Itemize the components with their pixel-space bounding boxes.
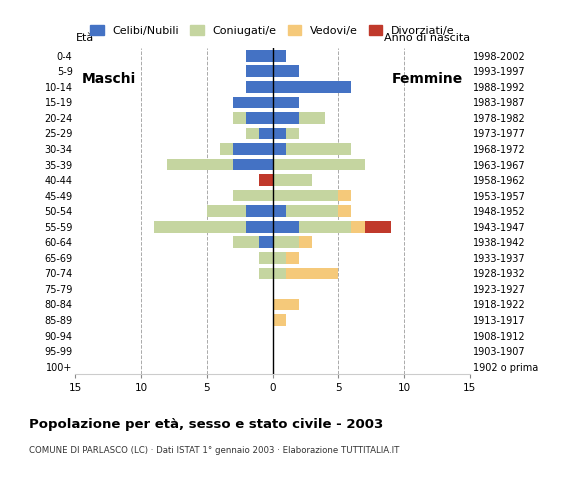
Bar bbox=[273, 237, 299, 248]
Bar bbox=[220, 143, 233, 155]
Bar bbox=[273, 190, 338, 202]
Text: COMUNE DI PARLASCO (LC) · Dati ISTAT 1° gennaio 2003 · Elaborazione TUTTITALIA.I: COMUNE DI PARLASCO (LC) · Dati ISTAT 1° … bbox=[29, 446, 400, 456]
Bar bbox=[259, 174, 273, 186]
Bar bbox=[259, 128, 273, 139]
Bar bbox=[338, 190, 351, 202]
Bar bbox=[246, 112, 273, 124]
Bar bbox=[273, 252, 286, 264]
Text: Età: Età bbox=[75, 33, 93, 43]
Bar bbox=[273, 299, 299, 310]
Bar bbox=[299, 221, 351, 233]
Bar bbox=[233, 190, 273, 202]
Text: Maschi: Maschi bbox=[82, 72, 136, 86]
Bar bbox=[286, 252, 299, 264]
Bar bbox=[273, 267, 286, 279]
Bar bbox=[259, 237, 273, 248]
Bar bbox=[273, 159, 365, 170]
Bar bbox=[273, 143, 286, 155]
Bar bbox=[273, 221, 299, 233]
Bar bbox=[286, 205, 338, 217]
Bar bbox=[154, 221, 246, 233]
Bar bbox=[246, 221, 273, 233]
Bar bbox=[259, 252, 273, 264]
Bar bbox=[299, 112, 325, 124]
Bar bbox=[233, 112, 246, 124]
Legend: Celibi/Nubili, Coniugati/e, Vedovi/e, Divorziati/e: Celibi/Nubili, Coniugati/e, Vedovi/e, Di… bbox=[90, 25, 455, 36]
Bar bbox=[273, 205, 286, 217]
Bar bbox=[273, 112, 299, 124]
Bar bbox=[233, 96, 273, 108]
Bar bbox=[338, 205, 351, 217]
Bar bbox=[273, 314, 286, 326]
Bar bbox=[299, 237, 312, 248]
Bar bbox=[246, 50, 273, 61]
Bar bbox=[273, 174, 312, 186]
Text: Femmine: Femmine bbox=[392, 72, 463, 86]
Bar bbox=[259, 267, 273, 279]
Text: Anno di nascita: Anno di nascita bbox=[384, 33, 470, 43]
Bar bbox=[246, 81, 273, 93]
Bar bbox=[273, 50, 286, 61]
Bar bbox=[246, 65, 273, 77]
Bar bbox=[273, 128, 286, 139]
Bar bbox=[207, 205, 246, 217]
Bar bbox=[233, 237, 259, 248]
Bar bbox=[286, 128, 299, 139]
Text: Popolazione per età, sesso e stato civile - 2003: Popolazione per età, sesso e stato civil… bbox=[29, 418, 383, 431]
Bar bbox=[273, 81, 351, 93]
Bar bbox=[286, 267, 338, 279]
Bar bbox=[233, 159, 273, 170]
Bar bbox=[246, 128, 259, 139]
Bar bbox=[351, 221, 365, 233]
Bar bbox=[286, 143, 351, 155]
Bar bbox=[365, 221, 391, 233]
Bar bbox=[246, 205, 273, 217]
Bar bbox=[168, 159, 233, 170]
Bar bbox=[273, 65, 299, 77]
Bar bbox=[233, 143, 273, 155]
Bar bbox=[273, 96, 299, 108]
